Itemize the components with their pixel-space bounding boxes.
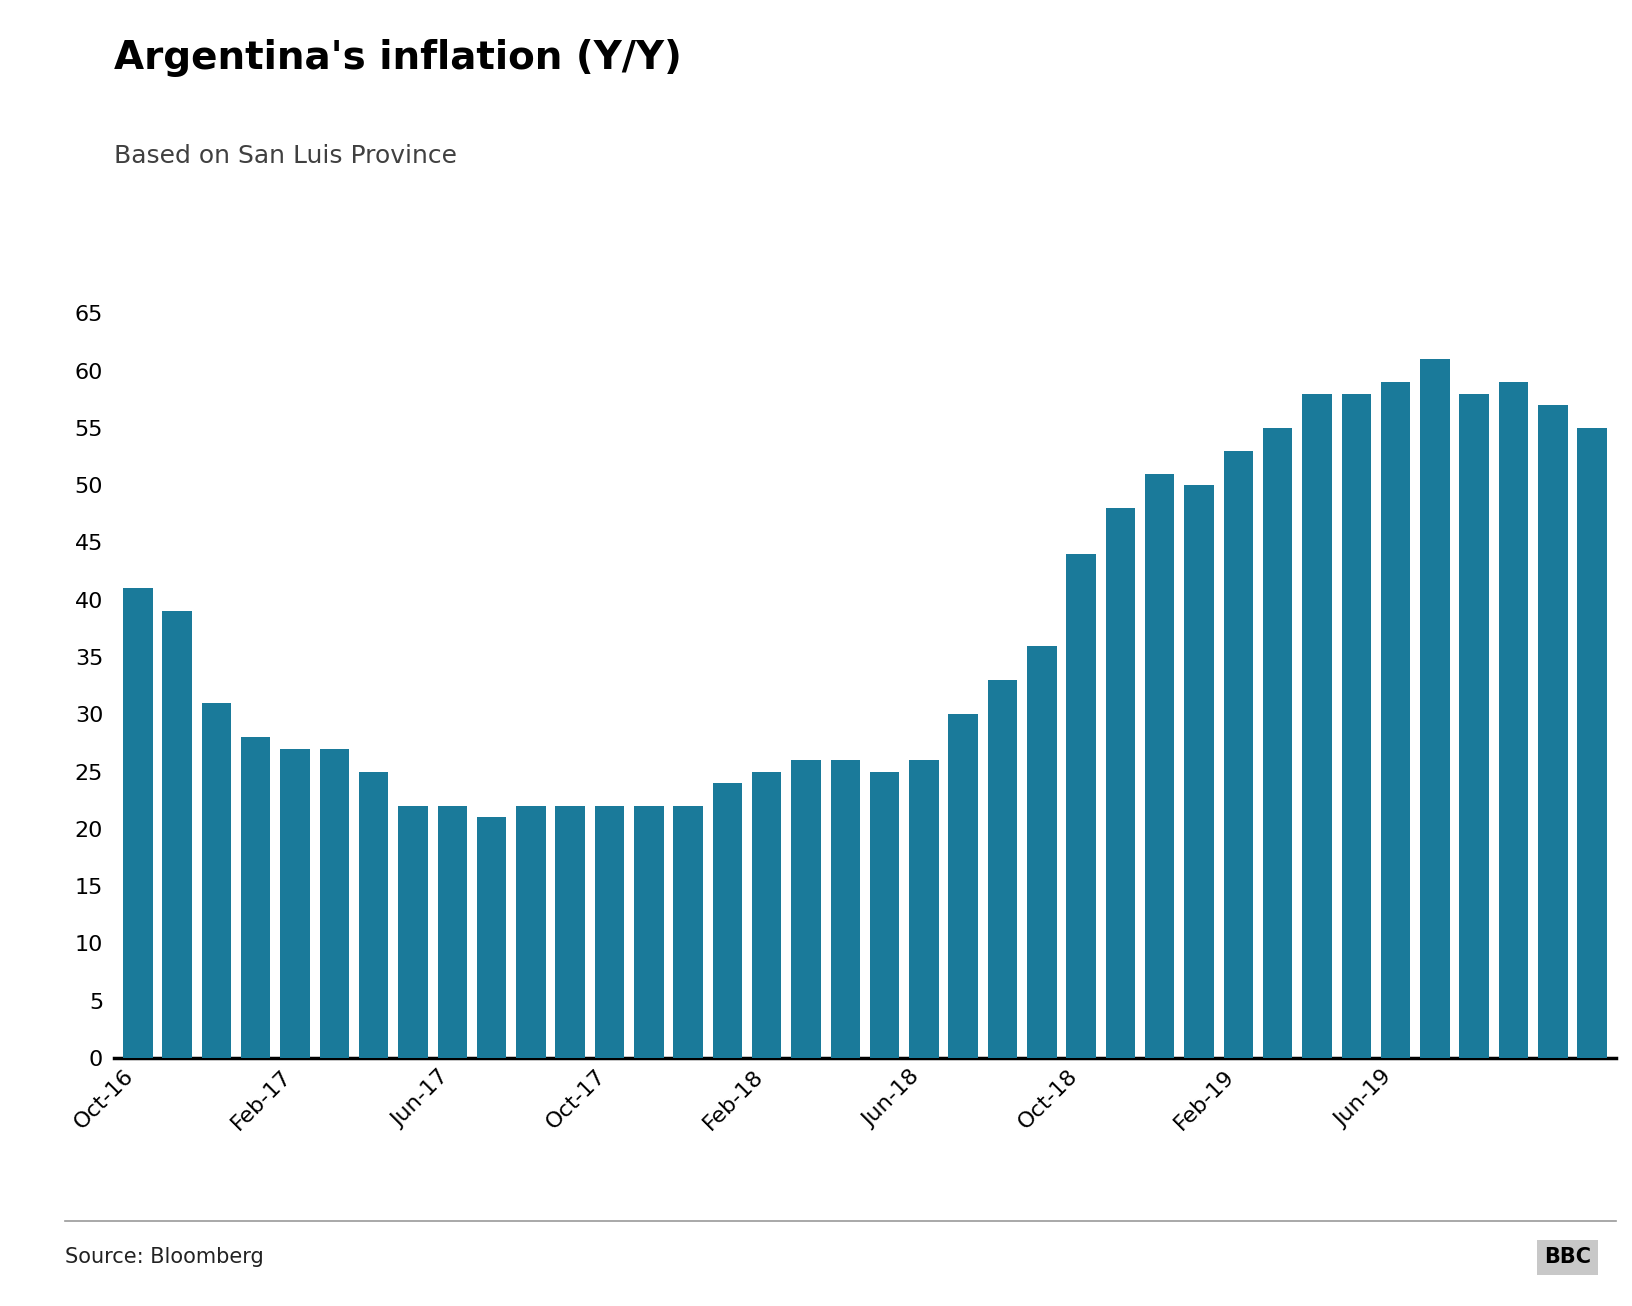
Bar: [437, 806, 467, 1058]
Bar: [202, 703, 232, 1058]
Bar: [1537, 405, 1567, 1058]
Bar: [713, 784, 743, 1058]
Text: Based on San Luis Province: Based on San Luis Province: [114, 144, 457, 167]
Text: BBC: BBC: [1544, 1247, 1591, 1267]
Bar: [1224, 451, 1253, 1058]
Bar: [163, 611, 193, 1058]
Bar: [870, 772, 899, 1058]
Bar: [1381, 383, 1410, 1058]
Bar: [594, 806, 623, 1058]
Bar: [909, 760, 938, 1058]
Bar: [555, 806, 584, 1058]
Bar: [1302, 393, 1332, 1058]
Bar: [320, 748, 349, 1058]
Bar: [242, 737, 271, 1058]
Bar: [1342, 393, 1371, 1058]
Bar: [1027, 645, 1056, 1058]
Bar: [281, 748, 310, 1058]
Bar: [1498, 383, 1528, 1058]
Bar: [674, 806, 703, 1058]
Bar: [1578, 428, 1608, 1058]
Bar: [635, 806, 664, 1058]
Bar: [1185, 486, 1214, 1058]
Bar: [477, 818, 506, 1058]
Bar: [752, 772, 782, 1058]
Text: Source: Bloomberg: Source: Bloomberg: [65, 1247, 264, 1267]
Text: Argentina's inflation (Y/Y): Argentina's inflation (Y/Y): [114, 39, 682, 77]
Bar: [987, 680, 1017, 1058]
Bar: [792, 760, 821, 1058]
Bar: [948, 714, 978, 1058]
Bar: [359, 772, 388, 1058]
Bar: [1263, 428, 1293, 1058]
Bar: [831, 760, 860, 1058]
Bar: [1106, 508, 1136, 1058]
Bar: [398, 806, 428, 1058]
Bar: [1420, 359, 1449, 1058]
Bar: [122, 588, 152, 1058]
Bar: [1066, 554, 1095, 1058]
Bar: [1459, 393, 1488, 1058]
Bar: [1146, 474, 1175, 1058]
Bar: [516, 806, 545, 1058]
